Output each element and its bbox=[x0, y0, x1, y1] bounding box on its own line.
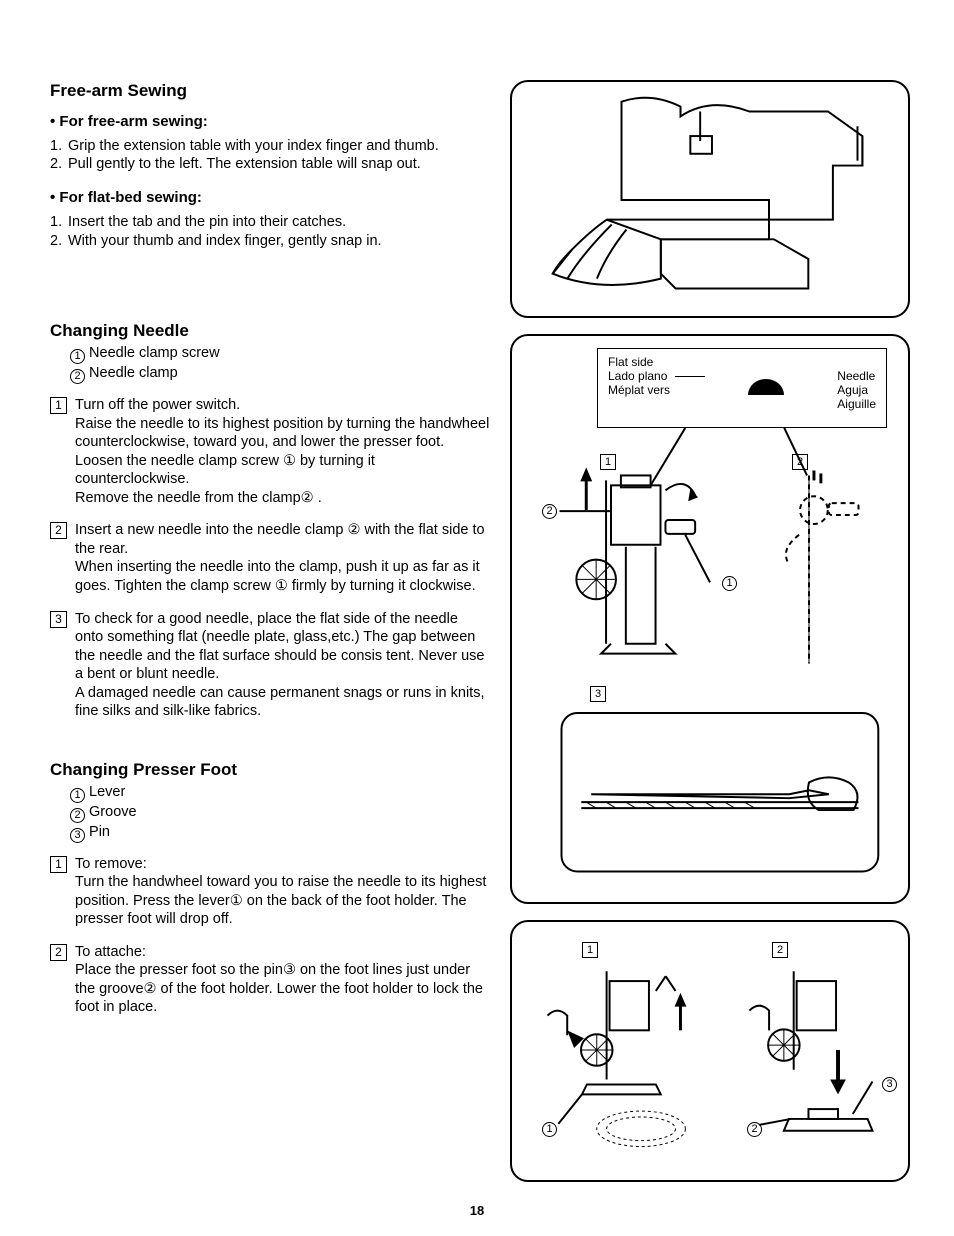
freearm-s2-1: Insert the tab and the pin into their ca… bbox=[68, 213, 346, 232]
freearm-title: Free-arm Sewing bbox=[50, 80, 490, 102]
needle-step1: Turn off the power switch. Raise the nee… bbox=[75, 396, 490, 507]
step-marker-3: 3 bbox=[50, 611, 67, 628]
page-number: 18 bbox=[0, 1203, 954, 1218]
freearm-s1-2: Pull gently to the left. The extension t… bbox=[68, 155, 421, 174]
needle-leg1: Needle clamp screw bbox=[89, 345, 220, 361]
presser-leg2: Groove bbox=[89, 804, 137, 820]
needle-leg2: Needle clamp bbox=[89, 365, 178, 381]
freearm-s2-2: With your thumb and index finger, gently… bbox=[68, 232, 382, 251]
freearm-sub2: • For flat-bed sewing: bbox=[50, 188, 490, 207]
presser-title: Changing Presser Foot bbox=[50, 759, 490, 781]
figure-needle: Flat side Lado plano Méplat vers Needle … bbox=[510, 334, 910, 904]
needle-step2: Insert a new needle into the needle clam… bbox=[75, 521, 490, 595]
figure-column: Flat side Lado plano Méplat vers Needle … bbox=[510, 80, 910, 1198]
freearm-list1: 1.Grip the extension table with your ind… bbox=[50, 137, 490, 174]
needle-illustration bbox=[512, 336, 908, 902]
step-marker-2: 2 bbox=[50, 522, 67, 539]
presser-leg3: Pin bbox=[89, 824, 110, 840]
presser-leg1: Lever bbox=[89, 784, 125, 800]
figure-presser: 1 2 1 2 3 bbox=[510, 920, 910, 1182]
presser-legend: 1 Lever 2 Groove 3 Pin bbox=[50, 783, 490, 843]
presser-marker-1: 1 bbox=[50, 856, 67, 873]
presser-illustration bbox=[512, 922, 908, 1180]
presser-step1: To remove: Turn the handwheel toward you… bbox=[75, 855, 490, 929]
freearm-s1-1: Grip the extension table with your index… bbox=[68, 137, 439, 156]
freearm-sub1: • For free-arm sewing: bbox=[50, 112, 490, 131]
text-column: Free-arm Sewing • For free-arm sewing: 1… bbox=[50, 80, 490, 1198]
step-marker-1: 1 bbox=[50, 397, 67, 414]
freearm-list2: 1.Insert the tab and the pin into their … bbox=[50, 213, 490, 250]
needle-legend: 1 Needle clamp screw 2 Needle clamp bbox=[50, 344, 490, 384]
needle-step3: To check for a good needle, place the fl… bbox=[75, 610, 490, 721]
presser-step2: To attache: Place the presser foot so th… bbox=[75, 943, 490, 1017]
needle-title: Changing Needle bbox=[50, 320, 490, 342]
figure-freearm bbox=[510, 80, 910, 318]
freearm-illustration bbox=[512, 82, 908, 316]
presser-marker-2: 2 bbox=[50, 944, 67, 961]
